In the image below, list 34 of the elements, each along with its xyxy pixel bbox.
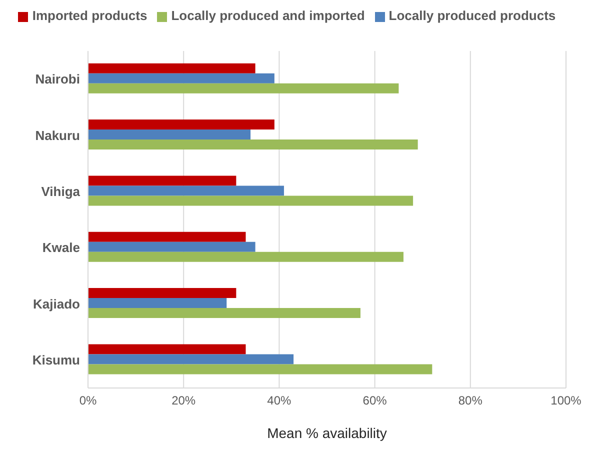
x-tick-label: 80% bbox=[458, 394, 483, 408]
x-tick-label: 60% bbox=[362, 394, 388, 408]
x-tick-label: 20% bbox=[172, 394, 196, 408]
legend-label: Locally produced and imported bbox=[171, 8, 365, 23]
bar bbox=[88, 232, 246, 242]
bar bbox=[88, 176, 236, 186]
bar bbox=[88, 83, 399, 94]
bar bbox=[88, 364, 432, 374]
legend-label: Locally produced products bbox=[388, 8, 556, 23]
bar bbox=[88, 196, 414, 206]
bar bbox=[88, 252, 404, 262]
bar bbox=[88, 120, 274, 130]
bar bbox=[88, 344, 246, 354]
bar bbox=[88, 308, 360, 318]
y-tick-label: Nakuru bbox=[35, 128, 80, 143]
bar bbox=[88, 140, 418, 150]
x-axis-title: Mean % availability bbox=[267, 425, 387, 441]
bar bbox=[88, 130, 251, 140]
y-tick-label: Kajiado bbox=[33, 296, 80, 312]
x-tick-label: 0% bbox=[79, 394, 97, 408]
y-tick-label: Nairobi bbox=[35, 72, 80, 87]
y-tick-label: Kisumu bbox=[32, 352, 80, 368]
bar bbox=[88, 242, 256, 252]
bar bbox=[88, 288, 236, 298]
bar bbox=[88, 186, 284, 196]
legend-label: Imported products bbox=[32, 8, 148, 23]
bar bbox=[88, 298, 227, 308]
y-tick-label: Kwale bbox=[42, 240, 80, 256]
bar bbox=[88, 73, 274, 84]
y-tick-label: Vihiga bbox=[41, 184, 81, 200]
x-tick-label: 100% bbox=[550, 394, 582, 408]
bar bbox=[88, 354, 294, 364]
bar bbox=[88, 63, 256, 74]
x-tick-label: 40% bbox=[267, 394, 292, 408]
